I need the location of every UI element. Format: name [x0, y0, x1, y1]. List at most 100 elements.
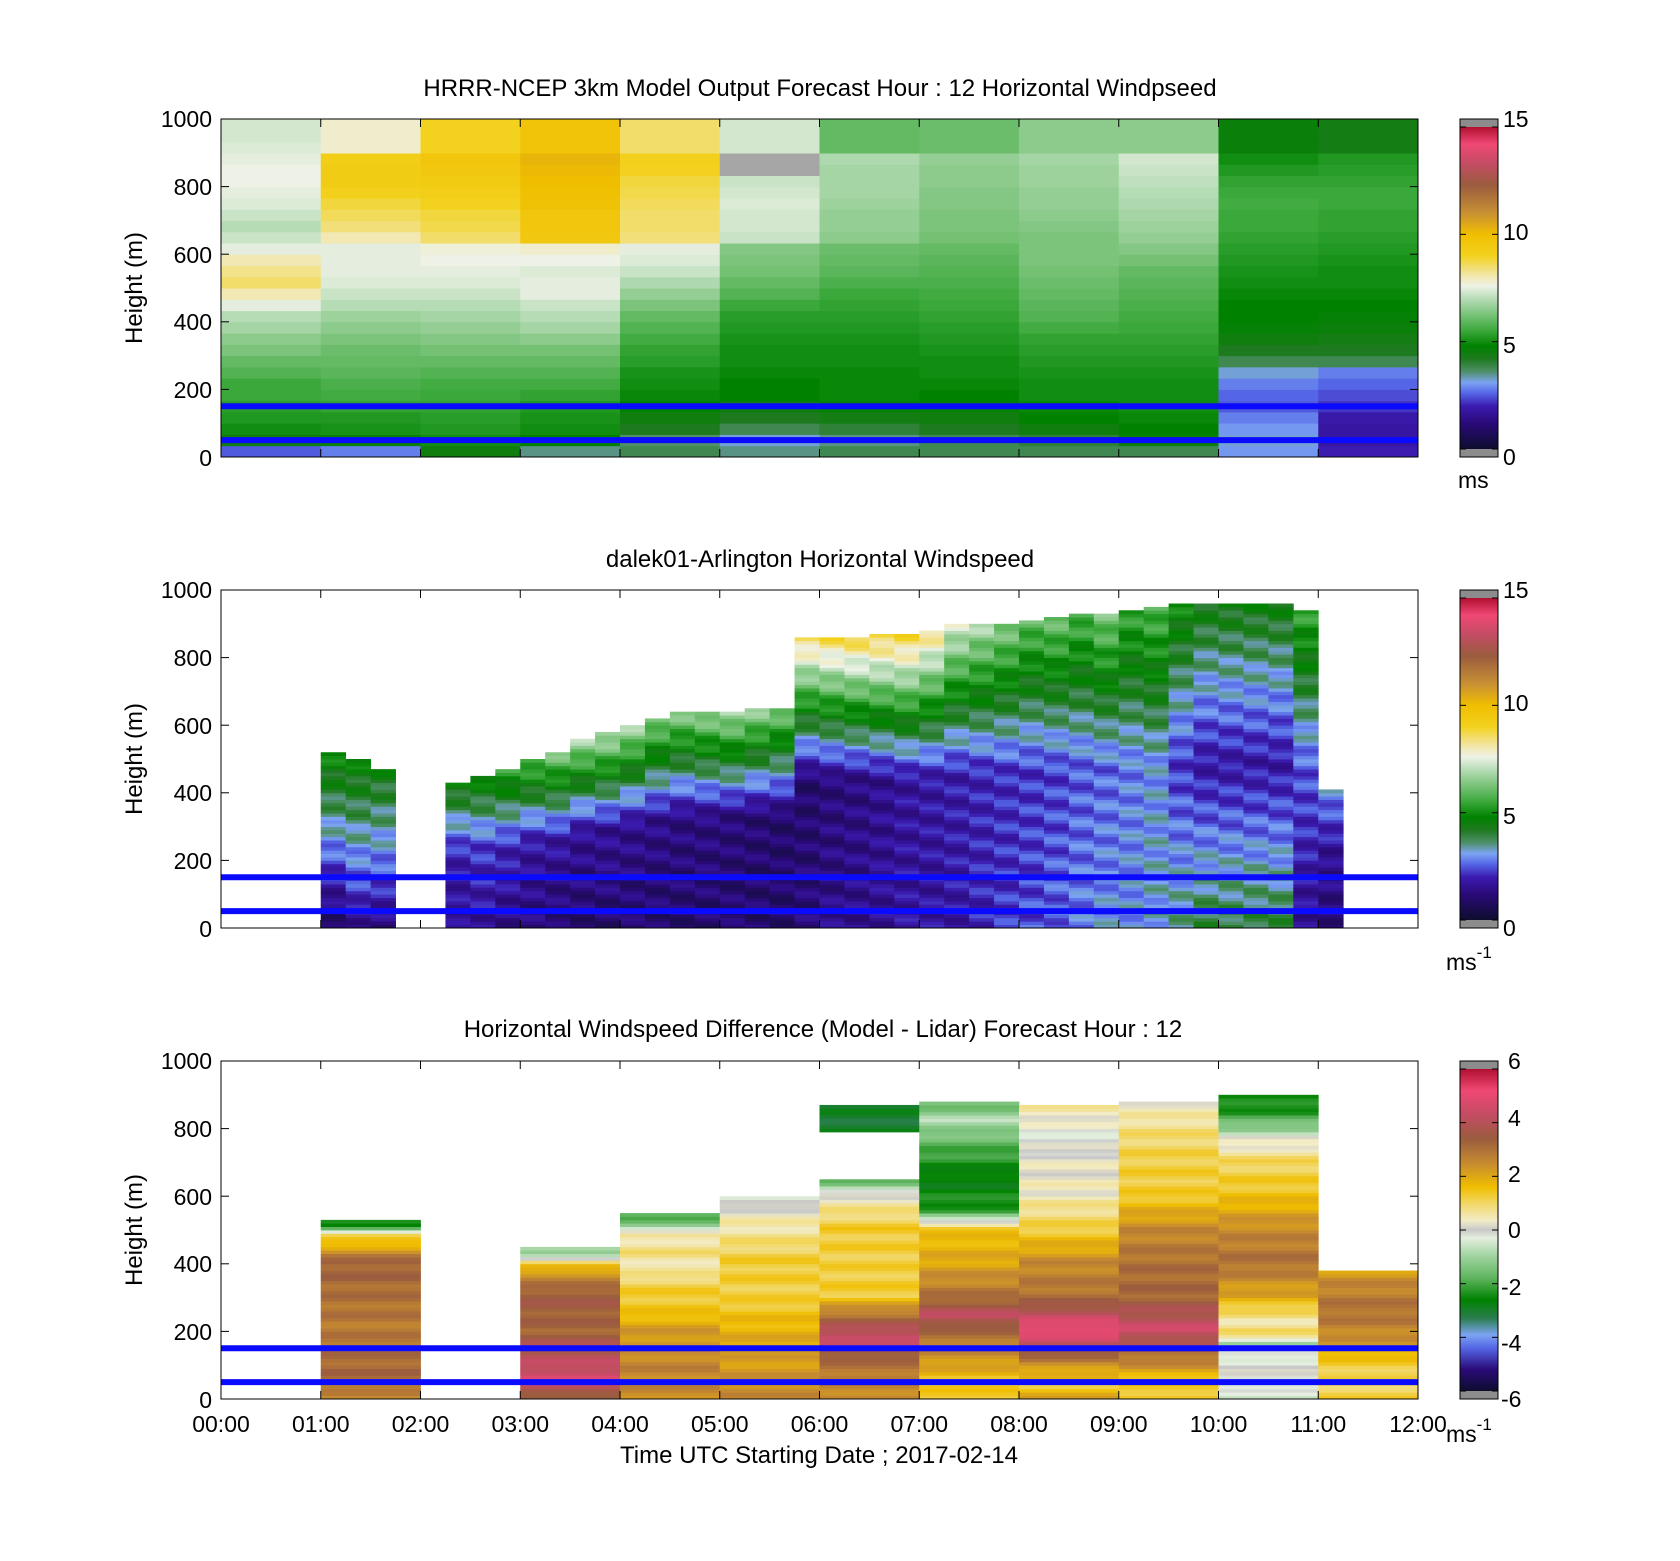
- heatmap-cell: [1118, 846, 1145, 851]
- heatmap-cell: [1218, 742, 1244, 746]
- heatmap-cell: [1019, 786, 1045, 790]
- heatmap-cell: [1043, 755, 1070, 760]
- heatmap-cell: [520, 1300, 621, 1305]
- heatmap-cell: [1318, 1284, 1419, 1288]
- heatmap-cell: [620, 745, 646, 750]
- heatmap-cell: [669, 860, 696, 865]
- heatmap-cell: [1243, 897, 1269, 902]
- panel-model: HRRR-NCEP 3km Model Output Forecast Hour…: [121, 75, 1529, 493]
- heatmap-cell: [994, 731, 1020, 736]
- heatmap-cell: [420, 220, 521, 233]
- heatmap-cell: [1019, 1223, 1120, 1228]
- heatmap-cell: [1193, 704, 1219, 709]
- heatmap-cell: [1118, 1236, 1219, 1241]
- heatmap-cell: [794, 691, 820, 696]
- heatmap-cell: [719, 897, 746, 902]
- heatmap-cell: [1019, 276, 1120, 289]
- heatmap-cell: [1218, 711, 1244, 716]
- heatmap-cell: [620, 904, 646, 909]
- heatmap-cell: [694, 718, 721, 723]
- ytick-label: 600: [174, 242, 212, 268]
- heatmap-cell: [1218, 1189, 1319, 1194]
- heatmap-cell: [994, 759, 1020, 763]
- heatmap-cell: [919, 860, 945, 865]
- heatmap-cell: [420, 445, 521, 458]
- heatmap-cell: [794, 647, 820, 652]
- heatmap-cell: [644, 836, 671, 841]
- heatmap-cell: [545, 914, 571, 919]
- heatmap-cell: [495, 890, 521, 895]
- heatmap-cell: [919, 721, 945, 726]
- heatmap-cell: [719, 1240, 820, 1244]
- heatmap-cell: [1093, 694, 1120, 699]
- heatmap-cell: [1268, 718, 1294, 723]
- heatmap-cell: [495, 884, 521, 888]
- heatmap-cell: [1243, 833, 1269, 838]
- heatmap-cell: [1318, 897, 1344, 902]
- heatmap-cell: [969, 650, 995, 655]
- heatmap-cell: [1218, 654, 1244, 658]
- heatmap-cell: [919, 1365, 1020, 1369]
- heatmap-cell: [769, 728, 795, 733]
- heatmap-cell: [869, 900, 895, 905]
- heatmap-cell: [345, 829, 372, 834]
- heatmap-cell: [1218, 1368, 1319, 1373]
- heatmap-cell: [994, 704, 1020, 709]
- heatmap-cell: [595, 836, 621, 841]
- heatmap-cell: [1068, 860, 1095, 865]
- heatmap-cell: [1019, 1307, 1120, 1312]
- heatmap-cell: [919, 840, 945, 844]
- heatmap-cell: [595, 819, 621, 824]
- heatmap-cell: [994, 823, 1020, 827]
- heatmap-cell: [1218, 731, 1244, 736]
- heatmap-cell: [1318, 840, 1344, 844]
- heatmap-cell: [320, 769, 347, 773]
- heatmap-cell: [1043, 654, 1070, 658]
- heatmap-cell: [495, 813, 521, 817]
- heatmap-cell: [894, 715, 920, 719]
- heatmap-cell: [1019, 1368, 1120, 1373]
- heatmap-cell: [470, 823, 496, 827]
- heatmap-cell: [969, 752, 995, 757]
- heatmap-cell: [320, 1304, 421, 1309]
- heatmap-cell: [719, 829, 746, 834]
- heatmap-cell: [1019, 1159, 1120, 1163]
- heatmap-cell: [869, 833, 895, 838]
- heatmap-cell: [1168, 880, 1194, 885]
- heatmap-cell: [919, 846, 945, 851]
- heatmap-cell: [919, 884, 945, 888]
- heatmap-cell: [969, 671, 995, 675]
- heatmap-cell: [1218, 762, 1244, 767]
- heatmap-cell: [1168, 789, 1194, 794]
- heatmap-cell: [719, 1253, 820, 1258]
- heatmap-cell: [1193, 894, 1219, 898]
- heatmap-cell: [994, 789, 1020, 794]
- heatmap-cell: [694, 823, 721, 827]
- heatmap-cell: [620, 1355, 721, 1359]
- heatmap-cell: [520, 890, 546, 895]
- heatmap-cell: [819, 1331, 920, 1336]
- heatmap-cell: [1218, 164, 1319, 177]
- heatmap-cell: [894, 887, 920, 892]
- heatmap-cell: [844, 640, 870, 645]
- heatmap-cell: [520, 826, 546, 831]
- heatmap-cell: [470, 813, 496, 817]
- heatmap-cell: [819, 850, 845, 855]
- heatmap-cell: [844, 704, 870, 709]
- heatmap-cell: [1118, 813, 1145, 817]
- heatmap-cell: [819, 654, 845, 658]
- heatmap-cell: [719, 850, 746, 855]
- heatmap-cell: [1093, 802, 1120, 807]
- heatmap-cell: [1043, 627, 1070, 631]
- heatmap-cell: [1068, 826, 1095, 831]
- heatmap-cell: [1118, 1267, 1219, 1271]
- heatmap-cell: [1118, 738, 1145, 743]
- heatmap-cell: [1318, 816, 1344, 821]
- heatmap-cell: [1218, 1094, 1319, 1099]
- heatmap-cell: [1168, 742, 1194, 746]
- heatmap-cell: [620, 1304, 721, 1309]
- heatmap-cell: [1093, 863, 1120, 868]
- heatmap-cell: [719, 833, 746, 838]
- heatmap-cell: [844, 890, 870, 895]
- heatmap-cell: [570, 752, 596, 757]
